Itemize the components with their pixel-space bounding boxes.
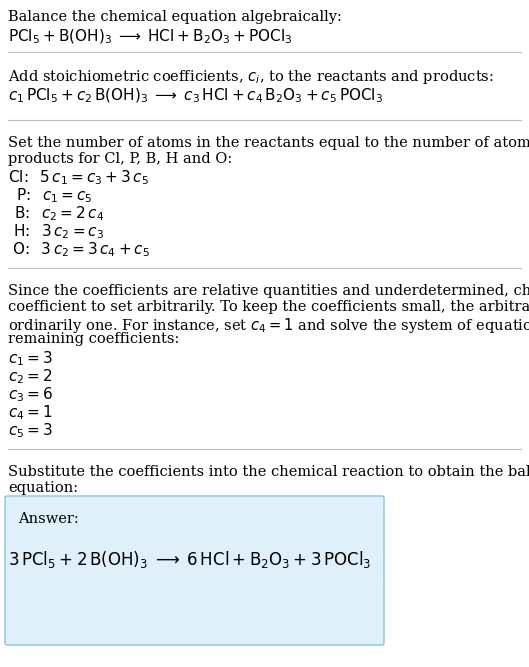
Text: $\mathrm{H}\!:\;\; 3\,c_2 = c_3$: $\mathrm{H}\!:\;\; 3\,c_2 = c_3$ <box>13 222 104 241</box>
Text: $c_4 = 1$: $c_4 = 1$ <box>8 403 52 422</box>
Text: $c_2 = 2$: $c_2 = 2$ <box>8 367 52 386</box>
Text: $\mathrm{PCl_5 + B(OH)_3 \;\longrightarrow\; HCl + B_2O_3 + POCl_3}$: $\mathrm{PCl_5 + B(OH)_3 \;\longrightarr… <box>8 28 293 47</box>
Text: $\mathrm{P}\!:\;\; c_1 = c_5$: $\mathrm{P}\!:\;\; c_1 = c_5$ <box>16 186 93 205</box>
Text: $3\,\mathrm{PCl_5} + 2\,\mathrm{B(OH)_3} \;\longrightarrow\; 6\,\mathrm{HCl} + \: $3\,\mathrm{PCl_5} + 2\,\mathrm{B(OH)_3}… <box>8 550 372 570</box>
Text: $c_1\,\mathrm{PCl_5} + c_2\,\mathrm{B(OH)_3} \;\longrightarrow\; c_3\,\mathrm{HC: $c_1\,\mathrm{PCl_5} + c_2\,\mathrm{B(OH… <box>8 87 383 105</box>
Text: Substitute the coefficients into the chemical reaction to obtain the balanced: Substitute the coefficients into the che… <box>8 465 529 479</box>
Text: equation:: equation: <box>8 481 78 495</box>
Text: $c_3 = 6$: $c_3 = 6$ <box>8 385 53 404</box>
Text: ordinarily one. For instance, set $c_4 = 1$ and solve the system of equations fo: ordinarily one. For instance, set $c_4 =… <box>8 316 529 335</box>
Text: Add stoichiometric coefficients, $c_i$, to the reactants and products:: Add stoichiometric coefficients, $c_i$, … <box>8 68 494 86</box>
Text: $\mathrm{O}\!:\;\; 3\,c_2 = 3\,c_4 + c_5$: $\mathrm{O}\!:\;\; 3\,c_2 = 3\,c_4 + c_5… <box>12 240 150 259</box>
Text: $\mathrm{Cl}\!:\;\; 5\,c_1 = c_3 + 3\,c_5$: $\mathrm{Cl}\!:\;\; 5\,c_1 = c_3 + 3\,c_… <box>8 168 149 187</box>
Text: remaining coefficients:: remaining coefficients: <box>8 332 179 346</box>
Text: Since the coefficients are relative quantities and underdetermined, choose a: Since the coefficients are relative quan… <box>8 284 529 298</box>
Text: products for Cl, P, B, H and O:: products for Cl, P, B, H and O: <box>8 152 232 166</box>
Text: $c_1 = 3$: $c_1 = 3$ <box>8 349 53 368</box>
Text: coefficient to set arbitrarily. To keep the coefficients small, the arbitrary va: coefficient to set arbitrarily. To keep … <box>8 300 529 314</box>
Text: Answer:: Answer: <box>18 512 79 526</box>
Text: $c_5 = 3$: $c_5 = 3$ <box>8 421 53 440</box>
Text: Balance the chemical equation algebraically:: Balance the chemical equation algebraica… <box>8 10 342 24</box>
FancyBboxPatch shape <box>5 496 384 645</box>
Text: $\mathrm{B}\!:\;\; c_2 = 2\,c_4$: $\mathrm{B}\!:\;\; c_2 = 2\,c_4$ <box>14 204 104 223</box>
Text: Set the number of atoms in the reactants equal to the number of atoms in the: Set the number of atoms in the reactants… <box>8 136 529 150</box>
